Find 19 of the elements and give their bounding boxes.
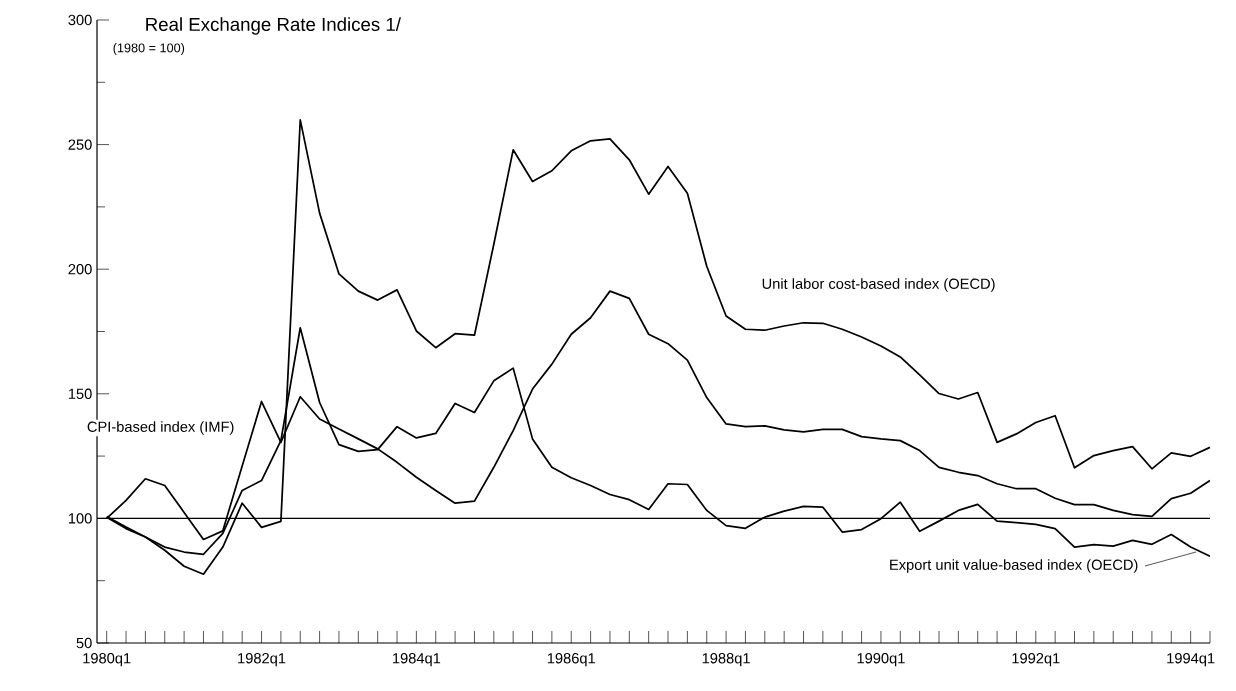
text: (1980 = 100)	[113, 43, 185, 55]
x-tick-label: 1988q1	[702, 653, 750, 667]
y-tick-label: 50	[76, 637, 92, 649]
y-tick-label: 250	[68, 139, 92, 150]
text: Unit labor cost-based index (OECD)	[762, 278, 995, 292]
legend-label: Export unit value-based index (OECD)	[890, 559, 1138, 573]
x-tick-label: 1980q1	[83, 653, 131, 667]
y-tick-label: 150	[68, 388, 92, 399]
x-tick-label: 1994q1	[1167, 653, 1215, 667]
x-tick-label: 1984q1	[393, 653, 441, 667]
x-tick-label: 1986q1	[547, 653, 595, 667]
y-tick-label: 200	[68, 264, 92, 275]
series-label: CPI-based index (IMF)	[87, 421, 234, 435]
x-tick-label: 1992q1	[1012, 653, 1060, 667]
y-tick-label: 300	[68, 14, 92, 26]
x-tick-label: 1982q1	[238, 653, 286, 667]
y-tick-label: 100	[68, 513, 92, 524]
x-tick-label: 1990q1	[857, 653, 905, 667]
chart-title: Real Exchange Rate Indices 1/	[146, 17, 401, 35]
